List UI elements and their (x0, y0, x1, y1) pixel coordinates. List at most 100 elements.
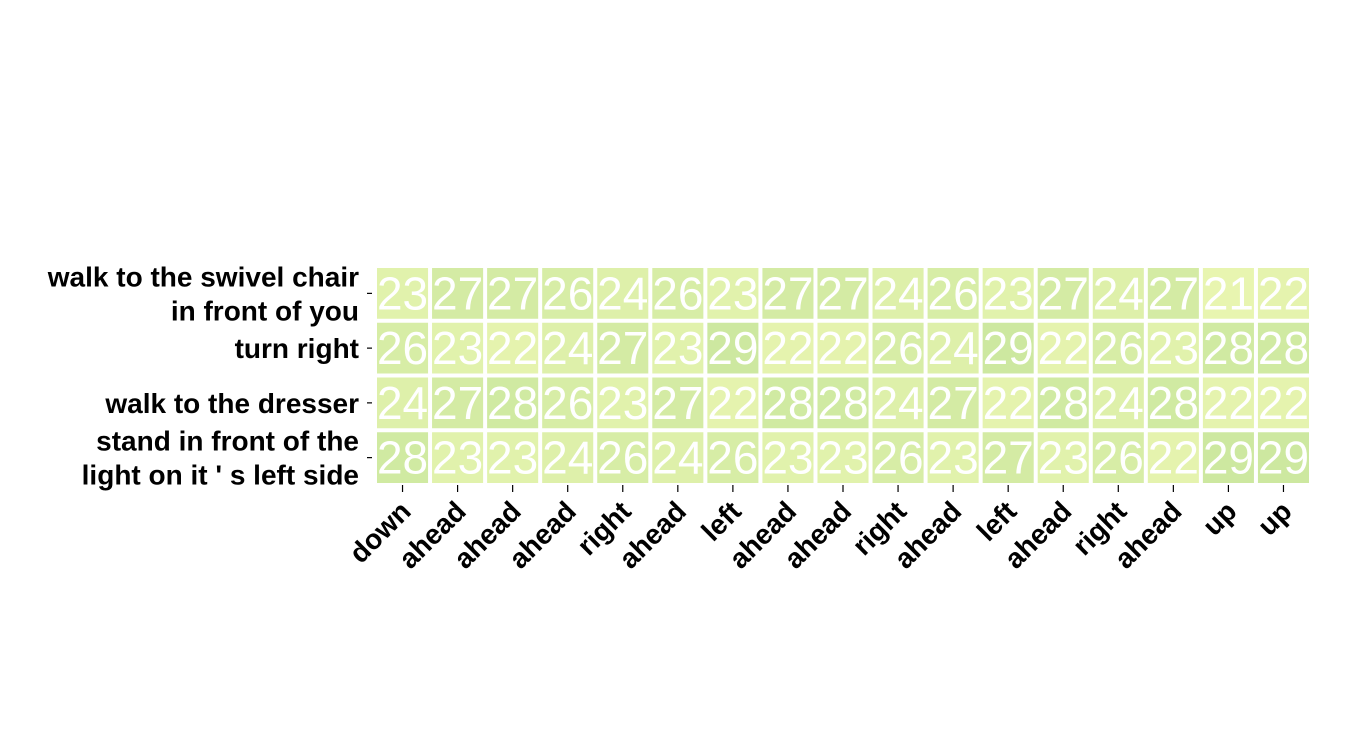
cell-value-label: 22 (817, 322, 868, 374)
heatmap-cell (542, 268, 594, 319)
cell-value-label: 28 (487, 377, 538, 429)
cell-value-label: 24 (542, 322, 593, 374)
cell-value-label: 26 (707, 432, 758, 484)
heatmap-cell (762, 268, 814, 319)
heatmap-cell (1147, 432, 1199, 483)
heatmap-cell (1202, 322, 1254, 374)
cell-value-label: 27 (597, 322, 648, 374)
heatmap-cell (542, 432, 594, 483)
heatmap-cell (597, 432, 649, 483)
cell-value-label: 28 (817, 377, 868, 429)
cell-value-label: 23 (597, 377, 648, 429)
heatmap-cell (762, 432, 814, 483)
cell-value-label: 24 (597, 267, 648, 319)
heatmap-cell (1202, 377, 1254, 429)
heatmap-cell (1257, 322, 1309, 374)
cell-value-label: 24 (542, 432, 593, 484)
heatmap-cell (982, 268, 1034, 319)
heatmap-cell (597, 322, 649, 374)
heatmap-cell (652, 322, 704, 374)
y-tick-label: walk to the swivel chair (47, 261, 359, 292)
cell-value-label: 27 (762, 267, 813, 319)
heatmap-cell (707, 432, 759, 483)
cell-value-label: 24 (872, 377, 923, 429)
heatmap-cell (1257, 377, 1309, 429)
cell-value-label: 24 (652, 432, 703, 484)
cell-value-label: 24 (928, 322, 979, 374)
cell-value-label: 22 (1038, 322, 1089, 374)
cell-value-label: 23 (707, 267, 758, 319)
cell-value-label: 26 (872, 432, 923, 484)
cell-value-label: 26 (597, 432, 648, 484)
heatmap-cell (1202, 268, 1254, 319)
cell-value-label: 22 (762, 322, 813, 374)
cell-value-label: 24 (1093, 377, 1144, 429)
cell-value-label: 26 (872, 322, 923, 374)
heatmap-cell (762, 377, 814, 429)
cell-value-label: 22 (487, 322, 538, 374)
heatmap-cell (817, 322, 869, 374)
heatmap-cell (1147, 322, 1199, 374)
heatmap-cell (1092, 432, 1144, 483)
heatmap-cell (542, 377, 594, 429)
cell-value-label: 27 (1148, 267, 1199, 319)
cell-value-label: 26 (542, 377, 593, 429)
cell-value-label: 23 (928, 432, 979, 484)
heatmap-cell (762, 322, 814, 374)
cell-value-label: 24 (872, 267, 923, 319)
heatmap-cell (1037, 377, 1089, 429)
cell-value-label: 26 (542, 267, 593, 319)
heatmap-cell (542, 322, 594, 374)
cell-value-label: 28 (1258, 322, 1309, 374)
x-tick-label: up (1197, 495, 1243, 541)
cell-value-label: 23 (432, 432, 483, 484)
cell-value-label: 22 (983, 377, 1034, 429)
heatmap-cell (707, 322, 759, 374)
heatmap-cell (927, 377, 979, 429)
heatmap-cell (817, 268, 869, 319)
cell-value-label: 23 (1038, 432, 1089, 484)
y-tick-label: walk to the dresser (104, 388, 359, 419)
cell-value-label: 27 (983, 432, 1034, 484)
cell-value-label: 27 (652, 377, 703, 429)
cell-value-label: 22 (1258, 267, 1309, 319)
heatmap-cell (487, 377, 539, 429)
heatmap-cell (872, 268, 924, 319)
cell-value-label: 23 (377, 267, 428, 319)
cell-value-label: 28 (1038, 377, 1089, 429)
cell-value-label: 24 (1093, 267, 1144, 319)
cell-value-label: 29 (1203, 432, 1254, 484)
heatmap-cell (1202, 432, 1254, 483)
heatmap-cell (817, 377, 869, 429)
cell-value-label: 27 (1038, 267, 1089, 319)
heatmap-cell (432, 322, 484, 374)
cell-value-label: 23 (762, 432, 813, 484)
heatmap-cell (982, 322, 1034, 374)
cell-value-label: 23 (817, 432, 868, 484)
heatmap-cell (1037, 268, 1089, 319)
heatmap-cell (377, 432, 429, 483)
heatmap-cell (707, 377, 759, 429)
x-tick-label: up (1252, 495, 1298, 541)
cell-value-label: 27 (817, 267, 868, 319)
cell-value-label: 21 (1203, 267, 1254, 319)
heatmap-cell (982, 377, 1034, 429)
heatmap-cell (872, 322, 924, 374)
cell-value-label: 23 (983, 267, 1034, 319)
heatmap-cell (1147, 268, 1199, 319)
cell-value-label: 29 (707, 322, 758, 374)
cell-value-label: 23 (432, 322, 483, 374)
heatmap-cell (872, 432, 924, 483)
cell-value-label: 29 (983, 322, 1034, 374)
cell-value-label: 23 (1148, 322, 1199, 374)
heatmap-cell (432, 377, 484, 429)
y-tick-label: stand in front of the (96, 426, 359, 457)
y-tick-label: light on it ' s left side (82, 460, 359, 491)
cell-value-label: 26 (1093, 322, 1144, 374)
heatmap-cell (597, 377, 649, 429)
cell-value-label: 27 (432, 267, 483, 319)
heatmap-cell (1147, 377, 1199, 429)
cell-value-label: 22 (1148, 432, 1199, 484)
